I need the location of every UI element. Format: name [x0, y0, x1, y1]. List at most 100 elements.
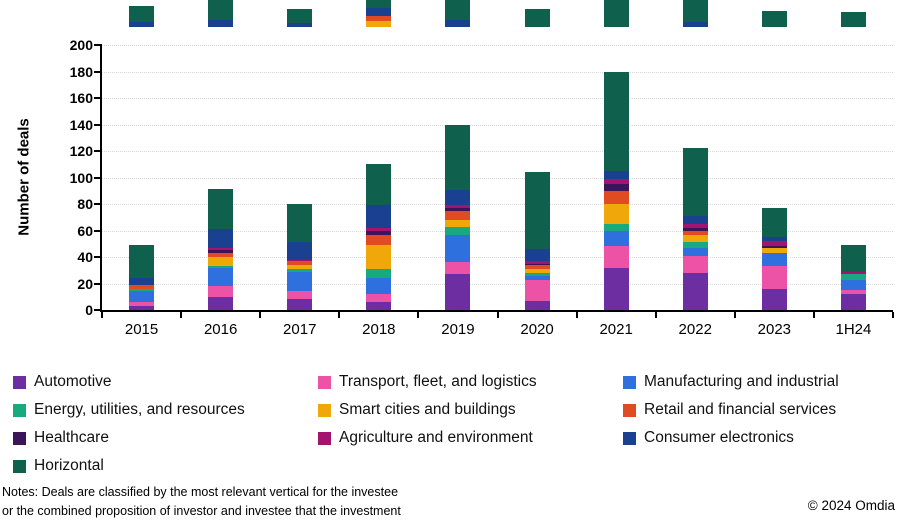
legend-item-retail-and-financial-services: Retail and financial services	[623, 401, 903, 419]
bar-segment-2020-transport-fleet-and-logistics	[524, 279, 550, 301]
bar-segment-2015-automotive	[129, 306, 155, 310]
top-fragment-2019	[445, 0, 471, 27]
top-fragment-segment-1	[287, 23, 313, 27]
bar-segment-2015-energy-utilities-and-resources	[129, 288, 155, 292]
legend-swatch-icon	[13, 459, 26, 473]
bar-segment-2015-transport-fleet-and-logistics	[129, 302, 155, 307]
bar-segment-1H24-manufacturing-and-industrial	[840, 279, 866, 291]
bar-segment-2018-retail-and-financial-services	[366, 234, 392, 246]
bar-2023	[761, 208, 787, 310]
bar-segment-2018-transport-fleet-and-logistics	[366, 294, 392, 303]
bar-segment-2023-healthcare	[761, 246, 787, 248]
legend-item-healthcare: Healthcare	[13, 429, 318, 447]
y-tick-mark-160	[94, 97, 100, 99]
bar-segment-2020-smart-cities-and-buildings	[524, 268, 550, 273]
x-tick-label-2021: 2021	[599, 321, 633, 338]
y-tick-mark-120	[94, 150, 100, 152]
y-tick-mark-20	[94, 282, 100, 285]
legend-label: Retail and financial services	[644, 401, 837, 418]
legend-label: Manufacturing and industrial	[644, 373, 839, 390]
bar-segment-1H24-transport-fleet-and-logistics	[840, 290, 866, 295]
bar-segment-2021-healthcare	[603, 184, 629, 191]
legend-item-horizontal: Horizontal	[13, 457, 318, 475]
top-fragment-segment-0	[208, 0, 234, 20]
bar-segment-2021-energy-utilities-and-resources	[603, 223, 629, 231]
bar-segment-2015-retail-and-financial-services	[129, 284, 155, 289]
bar-segment-2015-manufacturing-and-industrial	[129, 291, 155, 303]
bar-segment-2016-energy-utilities-and-resources	[208, 266, 234, 268]
bar-2021	[603, 71, 629, 310]
bar-segment-2017-manufacturing-and-industrial	[287, 271, 313, 292]
bar-segment-2016-retail-and-financial-services	[208, 253, 234, 258]
gridline-40	[102, 257, 893, 258]
legend-label: Consumer electronics	[644, 429, 794, 446]
bar-segment-2023-automotive	[761, 288, 787, 310]
bar-2018	[366, 164, 392, 310]
bar-segment-2019-consumer-electronics	[445, 189, 471, 206]
gridline-60	[102, 230, 893, 232]
x-tick-label-2018: 2018	[362, 321, 396, 338]
legend-label: Transport, fleet, and logistics	[339, 373, 537, 390]
bar-segment-2022-energy-utilities-and-resources	[682, 242, 708, 248]
bar-segment-2018-healthcare	[366, 230, 392, 235]
top-fragment-2015	[129, 0, 155, 27]
top-fragment-segment-0	[603, 0, 629, 27]
x-tick-label-2022: 2022	[678, 321, 712, 338]
legend-swatch-icon	[13, 375, 26, 389]
bar-segment-2022-transport-fleet-and-logistics	[682, 255, 708, 273]
top-fragment-segment-1	[129, 22, 155, 27]
bar-segment-2016-healthcare	[208, 250, 234, 254]
top-fragment-segment-0	[761, 11, 787, 27]
bar-segment-2022-automotive	[682, 272, 708, 310]
y-tick-mark-40	[94, 256, 100, 258]
bar-segment-2017-transport-fleet-and-logistics	[287, 291, 313, 300]
bar-segment-2019-healthcare	[445, 208, 471, 211]
top-fragment-segment-0	[524, 9, 550, 27]
top-fragment-segment-0	[840, 12, 866, 27]
bar-segment-2019-smart-cities-and-buildings	[445, 219, 471, 227]
bar-segment-2018-automotive	[366, 302, 392, 310]
bar-segment-2017-consumer-electronics	[287, 242, 313, 260]
footnote-line-1: Notes: Deals are classified by the most …	[2, 485, 399, 499]
bar-segment-1H24-automotive	[840, 294, 866, 310]
bar-segment-2018-smart-cities-and-buildings	[366, 245, 392, 269]
bar-segment-2016-horizontal	[208, 189, 234, 230]
y-tick-label-60: 60	[77, 222, 93, 239]
gridline-100	[102, 177, 893, 179]
x-tick-mark-3	[338, 312, 341, 318]
top-fragment-segment-0	[366, 0, 392, 8]
bar-segment-2017-agriculture-and-environment	[287, 259, 313, 262]
legend-label: Smart cities and buildings	[339, 401, 516, 418]
y-tick-mark-100	[94, 176, 100, 179]
bar-segment-2022-manufacturing-and-industrial	[682, 247, 708, 256]
bar-segment-2023-transport-fleet-and-logistics	[761, 266, 787, 289]
bar-segment-2022-healthcare	[682, 227, 708, 231]
y-tick-label-120: 120	[69, 143, 93, 159]
top-fragment-segment-0	[445, 0, 471, 20]
bar-segment-2016-smart-cities-and-buildings	[208, 257, 234, 267]
bar-2022	[682, 148, 708, 310]
legend-swatch-icon	[318, 403, 331, 417]
bar-segment-2021-horizontal	[603, 71, 629, 171]
x-tick-mark-4	[417, 312, 420, 318]
legend-item-smart-cities-and-buildings: Smart cities and buildings	[318, 401, 623, 419]
bar-segment-2016-agriculture-and-environment	[208, 247, 234, 251]
bar-segment-1H24-energy-utilities-and-resources	[840, 274, 866, 280]
bar-segment-2021-consumer-electronics	[603, 170, 629, 179]
bar-segment-1H24-horizontal	[840, 245, 866, 272]
bar-segment-2018-consumer-electronics	[366, 205, 392, 228]
bar-segment-2020-manufacturing-and-industrial	[524, 275, 550, 280]
bar-2016	[208, 189, 234, 310]
bar-segment-2020-consumer-electronics	[524, 249, 550, 262]
bar-segment-2019-agriculture-and-environment	[445, 205, 471, 209]
top-fragment-2022	[682, 0, 708, 27]
x-tick-mark-6	[575, 312, 578, 318]
legend-swatch-icon	[623, 403, 636, 417]
bar-segment-2016-manufacturing-and-industrial	[208, 267, 234, 287]
y-tick-label-100: 100	[69, 169, 93, 186]
x-tick-label-2015: 2015	[124, 321, 159, 338]
legend: Automotive Transport, fleet, and logistic…	[13, 368, 903, 480]
bar-2017	[287, 204, 313, 310]
bar-segment-2023-agriculture-and-environment	[761, 241, 787, 247]
